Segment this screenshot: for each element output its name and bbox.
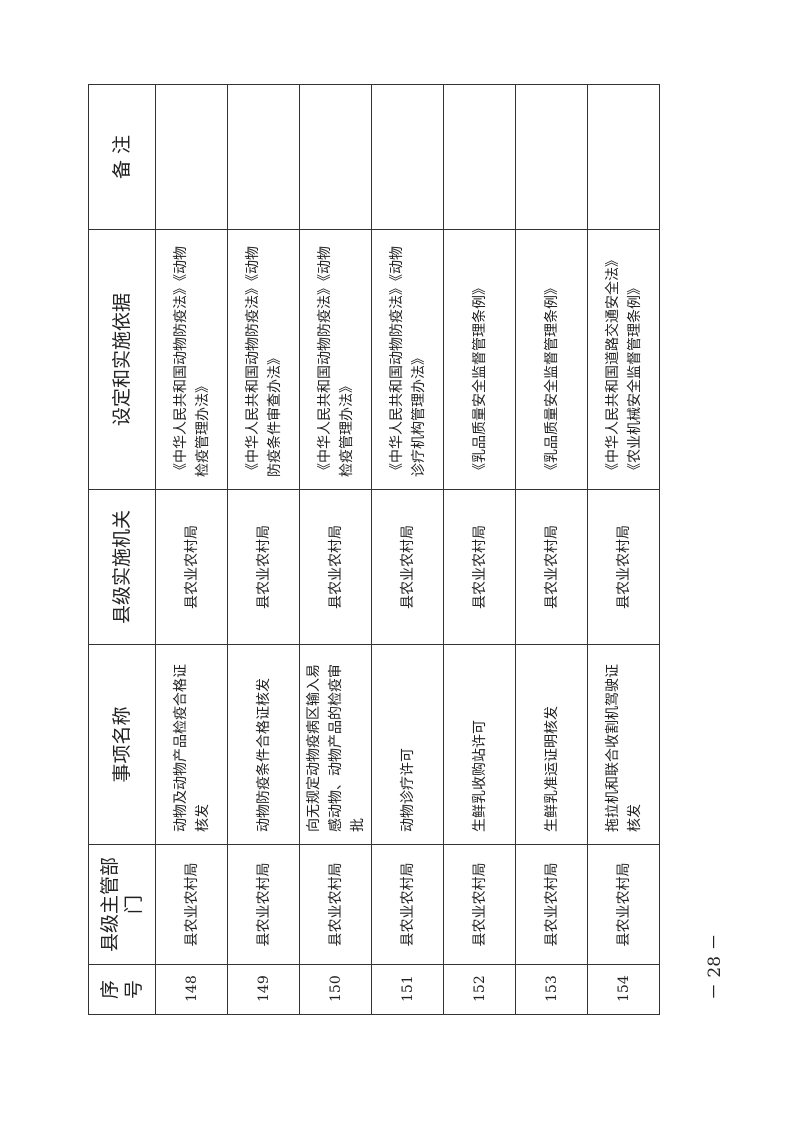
header-note: 备 注 <box>88 84 156 230</box>
table-row: 148 县农业农村局 动物及动物产品检疫合格证核发 县农业农村局 《中华人民共和国动物防… <box>155 84 228 1015</box>
cell-agency: 县农业农村局 <box>515 489 588 645</box>
cell-dept: 县农业农村局 <box>227 844 300 965</box>
cell-agency: 县农业农村局 <box>155 489 228 645</box>
items-table: 序号 县级主管部门 事项名称 县级实施机关 设定和实施依据 备 注 148 县农业… <box>88 84 660 1015</box>
cell-note <box>443 84 516 230</box>
cell-basis: 《乳品质量安全监督管理条例》 <box>443 229 516 490</box>
cell-no: 153 <box>515 964 588 1015</box>
cell-name: 动物及动物产品检疫合格证核发 <box>155 644 228 845</box>
cell-agency: 县农业农村局 <box>443 489 516 645</box>
cell-note <box>515 84 588 230</box>
cell-no: 149 <box>227 964 300 1015</box>
table-row: 150 县农业农村局 向无规定动物疫病区输入易感动物、动物产品的检疫审批 县农业农村局… <box>299 84 372 1015</box>
cell-note <box>227 84 300 230</box>
header-row: 序号 县级主管部门 事项名称 县级实施机关 设定和实施依据 备 注 <box>88 84 156 1015</box>
header-no: 序号 <box>88 964 156 1015</box>
cell-name: 向无规定动物疫病区输入易感动物、动物产品的检疫审批 <box>299 644 372 845</box>
header-agency: 县级实施机关 <box>88 489 156 645</box>
cell-basis: 《中华人民共和国动物防疫法》《动物检疫管理办法》 <box>299 229 372 490</box>
cell-basis: 《乳品质量安全监督管理条例》 <box>515 229 588 490</box>
cell-name: 生鲜乳准运证明核发 <box>515 644 588 845</box>
table-row: 151 县农业农村局 动物诊疗许可 县农业农村局 《中华人民共和国动物防疫法》《动物诊疗… <box>371 84 444 1015</box>
header-basis: 设定和实施依据 <box>88 229 156 490</box>
cell-note <box>299 84 372 230</box>
cell-name: 拖拉机和联合收割机驾驶证核发 <box>587 644 660 845</box>
table-row: 153 县农业农村局 生鲜乳准运证明核发 县农业农村局 《乳品质量安全监督管理条例》 <box>515 84 588 1015</box>
cell-dept: 县农业农村局 <box>515 844 588 965</box>
header-name: 事项名称 <box>88 644 156 845</box>
cell-agency: 县农业农村局 <box>587 489 660 645</box>
cell-no: 152 <box>443 964 516 1015</box>
cell-agency: 县农业农村局 <box>299 489 372 645</box>
cell-name: 生鲜乳收购站许可 <box>443 644 516 845</box>
cell-basis: 《中华人民共和国动物防疫法》《动物检疫管理办法》 <box>155 229 228 490</box>
cell-name: 动物诊疗许可 <box>371 644 444 845</box>
cell-agency: 县农业农村局 <box>227 489 300 645</box>
table-row: 154 县农业农村局 拖拉机和联合收割机驾驶证核发 县农业农村局 《中华人民共和国道路交… <box>587 84 660 1015</box>
cell-note <box>587 84 660 230</box>
cell-no: 150 <box>299 964 372 1015</box>
cell-dept: 县农业农村局 <box>371 844 444 965</box>
cell-basis: 《中华人民共和国道路交通安全法》《农业机械安全监督管理条例》 <box>587 229 660 490</box>
cell-note <box>371 84 444 230</box>
table-rotated: 序号 县级主管部门 事项名称 县级实施机关 设定和实施依据 备 注 148 县农业… <box>88 84 660 1015</box>
table-row: 149 县农业农村局 动物防疫条件合格证核发 县农业农村局 《中华人民共和国动物防疫法》… <box>227 84 300 1015</box>
page-number: － 28 － <box>705 933 725 1000</box>
cell-dept: 县农业农村局 <box>587 844 660 965</box>
cell-dept: 县农业农村局 <box>443 844 516 965</box>
cell-agency: 县农业农村局 <box>371 489 444 645</box>
cell-dept: 县农业农村局 <box>299 844 372 965</box>
cell-no: 151 <box>371 964 444 1015</box>
cell-no: 154 <box>587 964 660 1015</box>
cell-note <box>155 84 228 230</box>
cell-name: 动物防疫条件合格证核发 <box>227 644 300 845</box>
cell-basis: 《中华人民共和国动物防疫法》《动物诊疗机构管理办法》 <box>371 229 444 490</box>
cell-basis: 《中华人民共和国动物防疫法》《动物防疫条件审查办法》 <box>227 229 300 490</box>
table-row: 152 县农业农村局 生鲜乳收购站许可 县农业农村局 《乳品质量安全监督管理条例》 <box>443 84 516 1015</box>
header-dept: 县级主管部门 <box>88 844 156 965</box>
cell-dept: 县农业农村局 <box>155 844 228 965</box>
cell-no: 148 <box>155 964 228 1015</box>
